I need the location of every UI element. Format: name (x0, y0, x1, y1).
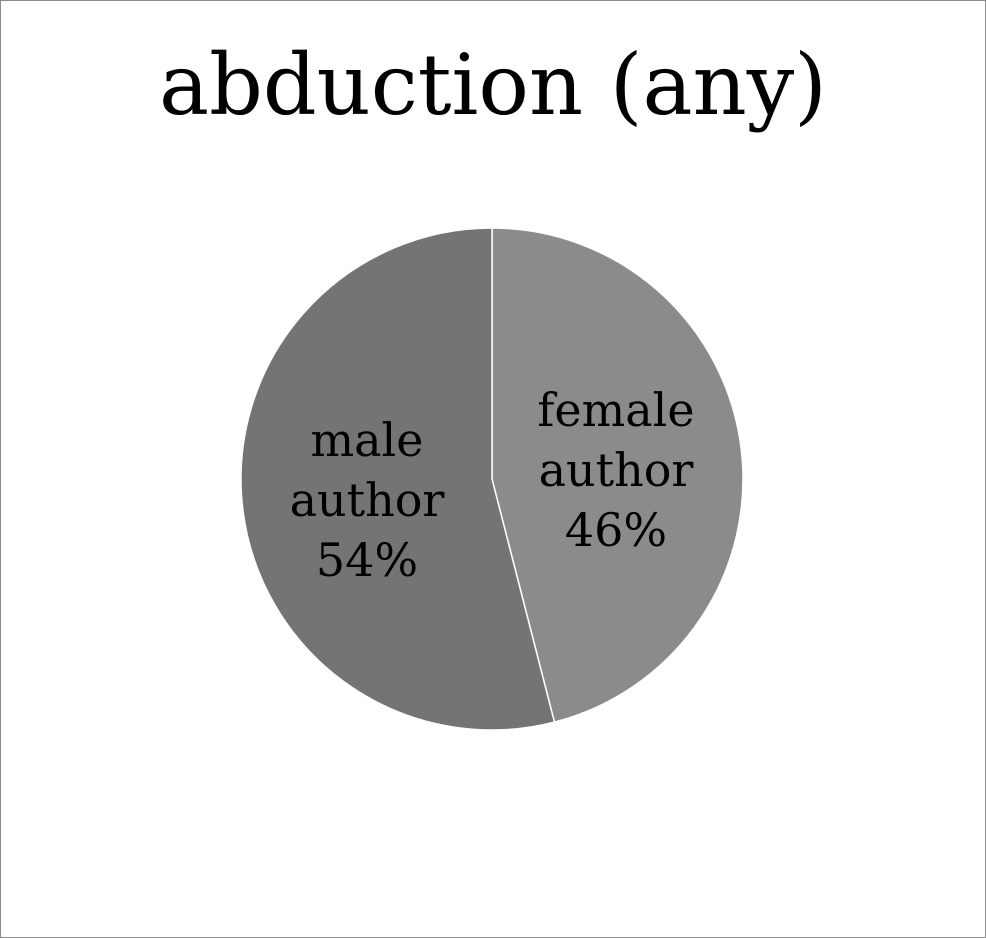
data-label-female-author: female author 46% (537, 383, 694, 557)
pie-slice-female-author (491, 227, 744, 724)
data-label-line: female (537, 383, 694, 437)
pie-slice-male-author (240, 227, 556, 731)
data-label-line: male (311, 413, 424, 467)
data-label-line: author (290, 473, 445, 527)
data-label-line: 54% (316, 533, 418, 587)
data-label-male-author: male author 54% (290, 413, 445, 587)
chart-title: abduction (any) (159, 36, 827, 134)
data-label-line: 46% (565, 503, 667, 557)
data-label-line: author (539, 443, 694, 497)
